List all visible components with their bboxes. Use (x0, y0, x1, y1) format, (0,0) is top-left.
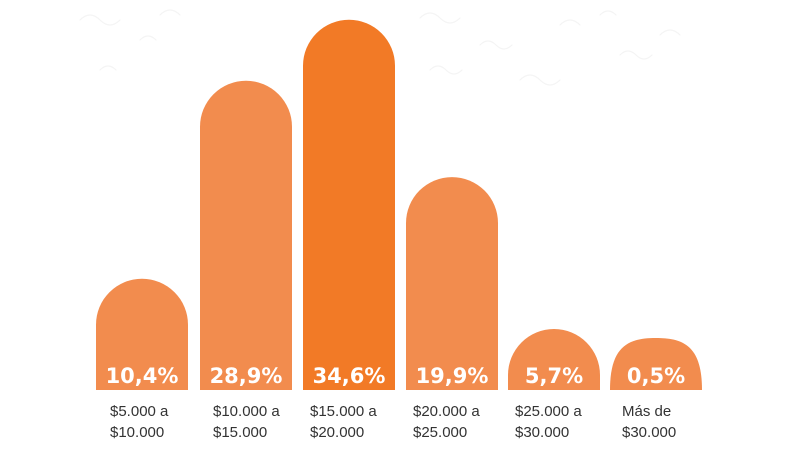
background-doodle (599, 10, 617, 16)
bar-value-label: 19,9% (416, 364, 489, 388)
category-label: $10.000 a (213, 403, 280, 420)
background-doodle (559, 19, 581, 26)
bar (610, 338, 702, 390)
category-labels-group: $5.000 a $10.000 $10.000 a $15.000 $15.000 a… (110, 403, 676, 441)
background-doodle (479, 40, 513, 50)
background-doodle (619, 50, 653, 60)
bar-value-label: 0,5% (627, 364, 685, 388)
background-doodle (519, 74, 561, 86)
bar (96, 278, 188, 390)
background-doodle (139, 35, 157, 41)
category-label: $15.000 a (310, 403, 377, 420)
category-label: $20.000 (310, 424, 364, 441)
value-labels-group: 10,4% 28,9% 34,6% 19,9% 5,7% 0,5% (106, 364, 686, 388)
category-label: $5.000 a (110, 403, 169, 420)
bars-group (96, 19, 702, 390)
background-doodle (99, 65, 117, 71)
category-label: $30.000 (622, 424, 676, 441)
background-pattern (79, 9, 681, 86)
category-label: $15.000 (213, 424, 267, 441)
bar (508, 329, 600, 390)
background-doodle (659, 29, 681, 36)
bar (406, 177, 498, 390)
category-label: $10.000 (110, 424, 164, 441)
category-label: $25.000 a (515, 403, 582, 420)
background-doodle (429, 65, 463, 75)
bar (200, 80, 292, 390)
bar-value-label: 34,6% (313, 364, 386, 388)
bar-value-label: 10,4% (106, 364, 179, 388)
background-doodle (419, 12, 461, 24)
category-label: $20.000 a (413, 403, 480, 420)
bar (303, 19, 395, 390)
background-doodle (79, 14, 121, 26)
bar-value-label: 28,9% (210, 364, 283, 388)
category-label: $30.000 (515, 424, 569, 441)
category-label: $25.000 (413, 424, 467, 441)
background-doodle (159, 9, 181, 16)
bar-value-label: 5,7% (525, 364, 583, 388)
category-label: Más de (622, 403, 671, 420)
